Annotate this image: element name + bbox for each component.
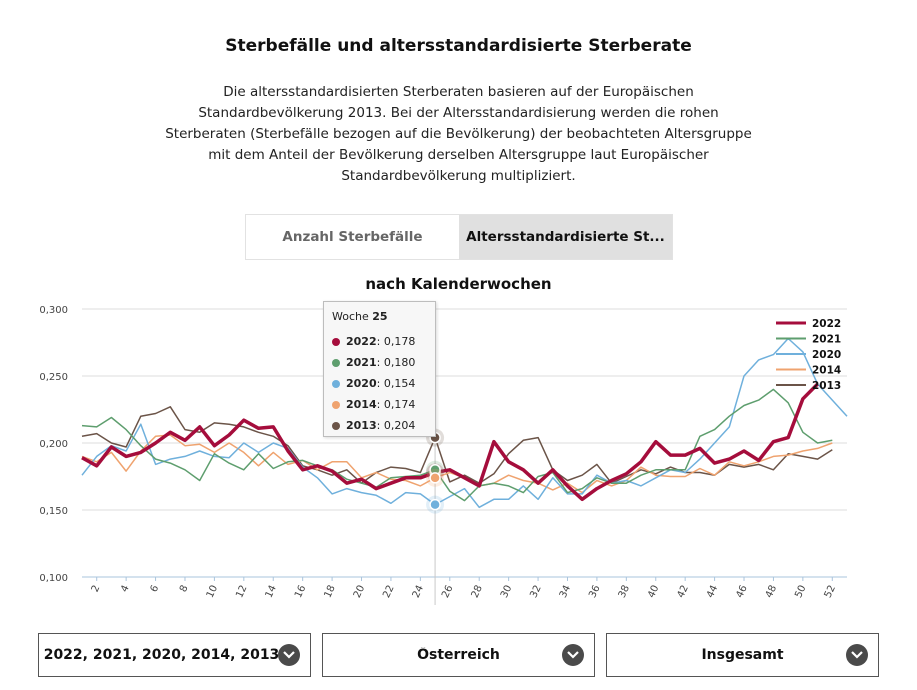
series-2020-point: [429, 498, 441, 511]
x-tick-label: 44: [705, 584, 720, 600]
x-tick-label: 34: [558, 584, 573, 600]
description-line: mit dem Anteil der Bevölkerung derselben…: [208, 147, 709, 163]
year-select-dropdown[interactable]: 2022, 2021, 2020, 2014, 2013: [38, 633, 311, 677]
legend-2014-label: 2014: [812, 365, 841, 377]
year-select-value: 2022, 2021, 2020, 2014, 2013: [43, 647, 280, 663]
view-tabs: Anzahl Sterbefälle Altersstandardisierte…: [245, 214, 673, 260]
series-2014-dot-icon: [332, 400, 340, 409]
legend-2022-label: 2022: [812, 318, 841, 330]
x-tick-label: 14: [264, 584, 279, 600]
series-2014-line: [81, 434, 833, 494]
y-tick-label: 0,200: [39, 439, 68, 450]
tooltip-week-number: 25: [372, 310, 388, 323]
legend-2020-label: 2020: [812, 349, 841, 361]
chevron-down-icon: [846, 644, 868, 666]
x-tick-label: 10: [205, 584, 220, 600]
y-tick-label: 0,250: [39, 372, 68, 383]
series-2020-line: [81, 337, 848, 509]
tooltip-header: Woche 25: [332, 310, 427, 323]
legend-2013-label: 2013: [812, 380, 841, 392]
x-tick-label: 30: [499, 584, 514, 600]
x-tick-label: 26: [440, 584, 455, 600]
x-tick-label: 24: [411, 584, 426, 600]
y-tick-label: 0,100: [39, 573, 68, 584]
x-tick-label: 28: [470, 584, 485, 600]
tooltip-separator: :: [376, 377, 384, 390]
x-tick-label: 22: [381, 584, 396, 600]
tab-anzahl-sterbefaelle[interactable]: Anzahl Sterbefälle: [246, 215, 459, 259]
x-tick-label: 2: [90, 584, 103, 594]
region-select-value: Österreich: [417, 647, 500, 663]
tooltip-series-name: 2020: [346, 377, 377, 390]
tab-altersstandardisierte-sterberate[interactable]: Altersstandardisierte St...: [459, 215, 672, 259]
x-tick-label: 6: [149, 584, 162, 594]
series-2021-line: [81, 388, 833, 502]
x-tick-label: 52: [823, 584, 838, 600]
group-select-value: Insgesamt: [701, 647, 784, 663]
chart-tooltip: Woche 25 2022: 0,178 2021: 0,180 2020: 0…: [323, 301, 436, 437]
x-tick-label: 16: [293, 584, 308, 600]
x-tick-label: 46: [734, 584, 749, 600]
tooltip-series-name: 2021: [346, 356, 377, 369]
series-2020-dot-icon: [332, 379, 340, 388]
x-tick-label: 40: [646, 584, 661, 600]
x-tick-label: 12: [234, 584, 249, 600]
tooltip-row: 2020: 0,154: [332, 373, 427, 394]
description-line: Standardbevölkerung 2013. Bei der Alters…: [198, 105, 719, 121]
x-tick-label: 32: [528, 584, 543, 600]
tooltip-value: 0,178: [383, 335, 416, 348]
y-tick-label: 0,150: [39, 506, 68, 517]
page-title: Sterbefälle und altersstandardisierte St…: [225, 36, 692, 56]
tooltip-separator: :: [376, 356, 384, 369]
x-tick-label: 4: [119, 584, 132, 594]
x-tick-label: 42: [676, 584, 691, 600]
description-line: Standardbevölkerung multipliziert.: [341, 168, 576, 184]
x-tick-label: 38: [617, 584, 632, 600]
tooltip-separator: :: [376, 398, 384, 411]
series-2021-dot-icon: [332, 358, 340, 367]
series-2022-dot-icon: [332, 337, 340, 346]
series-2014-point: [429, 472, 441, 484]
tooltip-week-prefix: Woche: [332, 310, 369, 323]
tooltip-series-name: 2013: [346, 419, 377, 432]
description: Die altersstandardisierten Sterberaten b…: [150, 82, 767, 187]
x-tick-label: 18: [322, 584, 337, 600]
tooltip-series-name: 2022: [346, 335, 377, 348]
tooltip-row: 2022: 0,178: [332, 331, 427, 352]
tooltip-value: 0,204: [383, 419, 416, 432]
tooltip-row: 2013: 0,204: [332, 415, 427, 436]
description-line: Sterberaten (Sterbefälle bezogen auf die…: [165, 126, 752, 142]
x-tick-label: 20: [352, 584, 367, 600]
x-tick-label: 8: [178, 584, 191, 594]
tooltip-value: 0,174: [383, 398, 416, 411]
chevron-down-icon: [278, 644, 300, 666]
tooltip-separator: :: [376, 335, 384, 348]
series-2013-dot-icon: [332, 421, 340, 430]
group-select-dropdown[interactable]: Insgesamt: [606, 633, 879, 677]
chart-title: nach Kalenderwochen: [365, 275, 552, 293]
tooltip-series-name: 2014: [346, 398, 377, 411]
y-tick-label: 0,300: [39, 305, 68, 316]
tooltip-value: 0,180: [383, 356, 416, 369]
series-2022-line: [81, 382, 819, 502]
series-2013-line: [81, 406, 833, 484]
tooltip-row: 2021: 0,180: [332, 352, 427, 373]
x-tick-label: 50: [793, 584, 808, 600]
region-select-dropdown[interactable]: Österreich: [322, 633, 595, 677]
tooltip-value: 0,154: [383, 377, 416, 390]
legend-2021-label: 2021: [812, 334, 841, 346]
description-line: Die altersstandardisierten Sterberaten b…: [223, 84, 694, 100]
tooltip-separator: :: [376, 419, 384, 432]
tooltip-row: 2014: 0,174: [332, 394, 427, 415]
x-tick-label: 36: [587, 584, 602, 600]
x-tick-label: 48: [764, 584, 779, 600]
chevron-down-icon: [562, 644, 584, 666]
